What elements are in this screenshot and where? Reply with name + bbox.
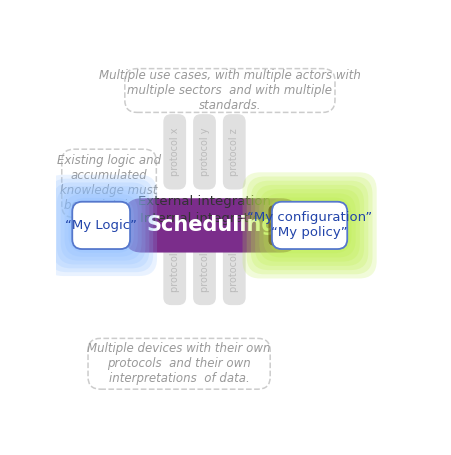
Text: protocol x: protocol x	[170, 127, 179, 176]
FancyBboxPatch shape	[263, 193, 355, 258]
FancyBboxPatch shape	[193, 114, 216, 189]
FancyBboxPatch shape	[68, 198, 133, 253]
Text: Existing logic and
accumulated
knowledge must
be maintained.: Existing logic and accumulated knowledge…	[57, 154, 161, 212]
FancyBboxPatch shape	[250, 181, 368, 270]
FancyBboxPatch shape	[60, 190, 141, 261]
Text: Scheduling: Scheduling	[146, 215, 276, 235]
FancyBboxPatch shape	[62, 149, 156, 217]
FancyBboxPatch shape	[222, 114, 245, 189]
FancyBboxPatch shape	[242, 172, 376, 278]
FancyBboxPatch shape	[124, 69, 334, 112]
FancyBboxPatch shape	[57, 187, 145, 264]
Text: Multiple devices with their own
protocols  and their own
interpretations  of dat: Multiple devices with their own protocol…	[87, 342, 270, 385]
Text: protocol 2: protocol 2	[199, 243, 209, 292]
Text: protocol y: protocol y	[199, 127, 209, 176]
Text: protocol 3: protocol 3	[229, 243, 239, 292]
FancyBboxPatch shape	[72, 202, 130, 249]
FancyBboxPatch shape	[49, 179, 153, 272]
Text: “My Logic”: “My Logic”	[65, 219, 137, 232]
FancyBboxPatch shape	[268, 205, 287, 246]
FancyBboxPatch shape	[163, 230, 186, 305]
FancyBboxPatch shape	[222, 230, 245, 305]
Text: protocol 1: protocol 1	[170, 243, 179, 292]
FancyBboxPatch shape	[193, 230, 216, 305]
FancyBboxPatch shape	[259, 189, 359, 262]
FancyBboxPatch shape	[267, 197, 351, 253]
FancyBboxPatch shape	[53, 182, 149, 268]
FancyBboxPatch shape	[45, 175, 156, 276]
Text: “My configuration”
“My policy”: “My configuration” “My policy”	[246, 212, 371, 239]
Text: External integration: External integration	[138, 195, 271, 208]
FancyBboxPatch shape	[88, 339, 270, 389]
Text: protocol z: protocol z	[229, 128, 239, 176]
Text: Multiple use cases, with multiple actors with
multiple sectors  and with multipl: Multiple use cases, with multiple actors…	[99, 69, 360, 112]
FancyBboxPatch shape	[272, 202, 346, 249]
FancyBboxPatch shape	[163, 114, 186, 189]
FancyBboxPatch shape	[254, 185, 363, 266]
Text: Internal integration: Internal integration	[140, 212, 268, 224]
FancyBboxPatch shape	[64, 194, 138, 257]
FancyBboxPatch shape	[124, 198, 298, 253]
FancyBboxPatch shape	[246, 177, 372, 274]
